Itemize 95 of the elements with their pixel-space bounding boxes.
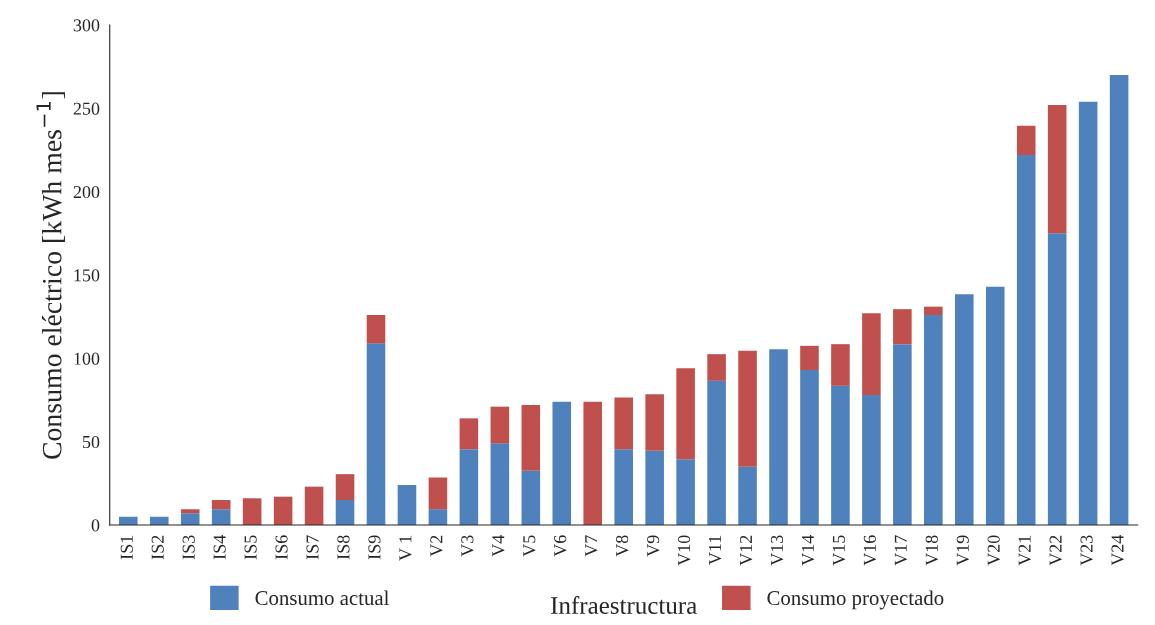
y-tick-label: 250 <box>73 102 100 115</box>
bar <box>614 397 633 450</box>
x-tick-label: IS5 <box>244 535 257 560</box>
bar <box>985 286 1005 525</box>
x-tick-label: V23 <box>1080 535 1093 566</box>
bar <box>180 513 200 525</box>
x-tick-label: IS6 <box>275 535 288 560</box>
bar <box>738 466 757 525</box>
bar <box>1047 105 1067 234</box>
x-tick-label: V8 <box>616 535 629 557</box>
bar <box>800 370 819 525</box>
bar <box>645 450 664 525</box>
bar <box>335 474 355 500</box>
bar <box>211 500 231 510</box>
legend-label: Consumo proyectado <box>767 590 944 610</box>
bar <box>738 350 757 467</box>
bar <box>583 401 603 525</box>
legend-label: Consumo actual <box>255 590 389 606</box>
bar <box>521 405 541 471</box>
x-tick-label: V20 <box>987 535 1000 566</box>
x-tick-label: V24 <box>1111 535 1124 566</box>
bar <box>924 315 943 525</box>
y-tick-label: 0 <box>91 519 100 532</box>
bar <box>242 498 262 525</box>
bar <box>397 485 417 525</box>
bar <box>707 354 726 381</box>
bar <box>1109 75 1129 525</box>
x-tick-label: V2 <box>430 535 443 557</box>
x-tick-label: IS8 <box>337 535 350 560</box>
bar <box>800 345 819 370</box>
x-tick-label: V17 <box>894 535 907 566</box>
x-tick-label: V10 <box>677 535 691 566</box>
bar <box>831 385 850 525</box>
y-tick-label: 150 <box>74 269 100 282</box>
bar <box>862 313 881 395</box>
x-tick-label: V14 <box>801 535 815 566</box>
x-tick-label: V5 <box>523 535 536 557</box>
x-tick-label: IS9 <box>368 535 381 560</box>
y-tick-label: 200 <box>73 185 100 199</box>
x-tick-label: IS1 <box>120 535 133 560</box>
bar <box>862 395 881 525</box>
bar <box>552 401 572 525</box>
bar <box>645 394 664 451</box>
y-tick-label: 300 <box>73 19 100 32</box>
x-axis-title: Infraestructura <box>551 596 697 614</box>
y-tick-label: 100 <box>74 352 100 365</box>
bar <box>366 343 386 525</box>
x-tick-label: V16 <box>863 535 877 566</box>
bar <box>304 486 324 525</box>
bar <box>1016 155 1036 525</box>
x-tick-label: V6 <box>554 535 567 557</box>
bar <box>459 418 479 450</box>
x-tick-label: V19 <box>956 535 969 566</box>
x-tick-label: V22 <box>1049 535 1062 566</box>
x-tick-label: V18 <box>925 535 938 566</box>
x-tick-label: V12 <box>739 535 753 566</box>
bar <box>521 470 541 525</box>
x-tick-label: V11 <box>709 535 722 565</box>
bar <box>893 309 912 345</box>
bar <box>490 406 510 444</box>
bar <box>769 349 788 525</box>
y-axis-title: Consumo eléctrico [kWh mes$^{−1}$] <box>36 92 65 459</box>
x-tick-label: V4 <box>492 535 505 557</box>
x-tick-label: V7 <box>585 535 598 557</box>
bar <box>676 368 695 460</box>
bar <box>428 509 448 525</box>
x-tick-label: IS3 <box>182 535 195 560</box>
x-tick-label: V13 <box>770 535 784 566</box>
bar <box>428 477 448 510</box>
bar <box>1078 101 1098 525</box>
x-tick-label: V3 <box>461 535 474 557</box>
bar <box>614 449 633 525</box>
bar <box>366 315 386 344</box>
bar <box>490 443 510 525</box>
x-tick-label: IS7 <box>306 535 319 560</box>
bar <box>893 344 912 525</box>
bar <box>273 496 293 525</box>
x-tick-label: V 1 <box>399 535 412 561</box>
bar <box>831 344 850 386</box>
x-tick-label: IS2 <box>151 535 164 560</box>
x-tick-label: V15 <box>832 535 846 566</box>
bar <box>180 509 200 514</box>
bar <box>211 509 231 525</box>
bar <box>1016 125 1036 155</box>
x-tick-label: V21 <box>1018 535 1031 566</box>
y-tick-label: 50 <box>83 435 100 449</box>
bar <box>707 380 726 525</box>
bar <box>676 459 695 525</box>
bar <box>924 306 943 315</box>
bar <box>459 449 479 525</box>
bar <box>335 500 355 525</box>
bar <box>955 294 974 525</box>
x-tick-label: IS4 <box>213 535 226 560</box>
bar <box>1047 233 1067 525</box>
x-tick-label: V9 <box>647 535 660 557</box>
